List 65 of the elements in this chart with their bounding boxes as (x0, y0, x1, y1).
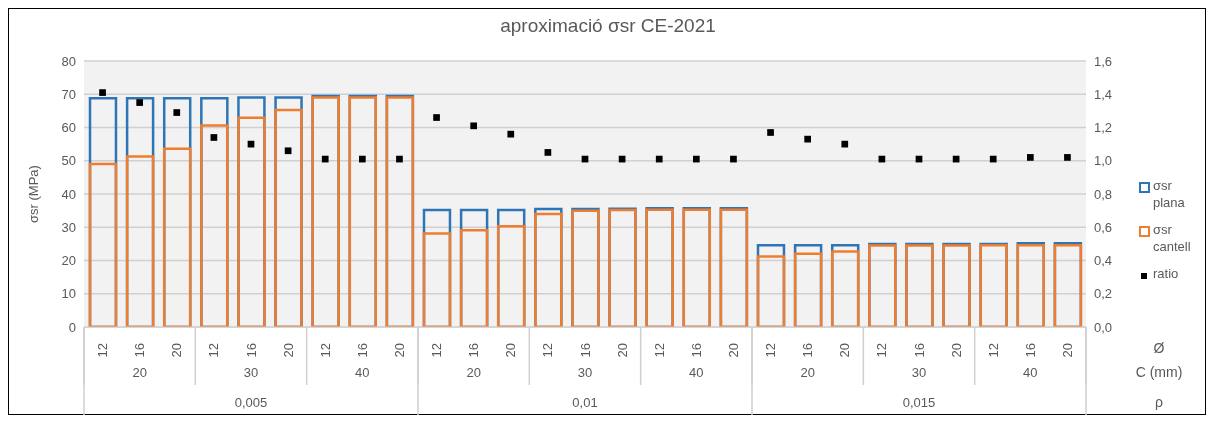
x-tick-label: 16 (577, 343, 593, 358)
text: 0,01 (572, 395, 598, 410)
y2-tick-label: 0,4 (1094, 253, 1113, 269)
y2-tick-label: 0,6 (1094, 219, 1113, 235)
text: 30 (577, 365, 593, 380)
x-tick-label: 20 (169, 343, 185, 358)
text: 30 (243, 365, 259, 380)
y-tick-label: 70 (61, 86, 76, 102)
x-tick-label: 12 (206, 343, 222, 358)
text: 40 (1023, 365, 1038, 380)
text: 0,005 (234, 395, 268, 410)
x-tick-label: 20 (391, 343, 407, 358)
x-tick-label: 12 (985, 343, 1001, 358)
y-tick-label: 30 (61, 219, 76, 235)
text: 40 (689, 365, 704, 380)
legend-label: σsr plana (1153, 177, 1186, 211)
y2-tick-label: 0,0 (1094, 319, 1113, 335)
y-tick-label: 60 (61, 120, 76, 136)
y-axis-title: σsr (MPa) (25, 165, 41, 223)
x-tick-label: 16 (354, 343, 370, 358)
x-tick-label: 12 (874, 343, 890, 358)
y2-tick-label: 1,6 (1094, 53, 1113, 69)
y2-tick-label: 1,4 (1094, 86, 1113, 102)
text: 20 (132, 365, 147, 380)
legend-label: σsr cantell (1153, 221, 1192, 255)
y-tick-label: 40 (61, 186, 76, 202)
x-tick-label: 16 (466, 343, 482, 358)
x-tick-label: 16 (688, 343, 704, 358)
x-tick-label: 20 (1059, 343, 1075, 358)
y-tick-label: 10 (61, 286, 76, 302)
text: 30 (911, 365, 927, 380)
text: 40 (355, 365, 370, 380)
x-tick-label: 12 (429, 343, 445, 358)
text: C (mm) (1135, 364, 1183, 380)
x-tick-label: 16 (243, 343, 259, 358)
x-tick-label: 16 (911, 343, 927, 358)
x-tick-label: 12 (763, 343, 779, 358)
x-tick-label: 20 (503, 343, 519, 358)
text: 0,015 (902, 395, 936, 410)
x-tick-label: 20 (725, 343, 741, 358)
y2-tick-label: 0,8 (1094, 186, 1113, 202)
x-tick-label: 12 (95, 343, 111, 358)
y-tick-label: 80 (61, 53, 76, 69)
chart-title: aproximació σsr CE-2021 (499, 15, 717, 37)
x-tick-label: 20 (837, 343, 853, 358)
x-tick-label: 20 (280, 343, 296, 358)
y-tick-label: 20 (61, 253, 76, 269)
y-tick-label: 50 (61, 153, 76, 169)
y2-tick-label: 0,2 (1094, 286, 1113, 302)
y2-tick-label: 1,0 (1094, 153, 1113, 169)
text: 20 (800, 365, 815, 380)
x-tick-label: 20 (948, 343, 964, 358)
legend-label: ratio (1153, 265, 1179, 282)
x-tick-label: 12 (317, 343, 333, 358)
text: ρ (1155, 394, 1164, 410)
text: Ø (1153, 340, 1165, 356)
x-tick-label: 16 (1022, 343, 1038, 358)
x-tick-label: 12 (651, 343, 667, 358)
y2-tick-label: 1,2 (1094, 120, 1113, 136)
x-tick-label: 16 (132, 343, 148, 358)
text: 20 (466, 365, 481, 380)
x-tick-label: 20 (614, 343, 630, 358)
y-tick-label: 0 (68, 319, 76, 335)
x-tick-label: 16 (800, 343, 816, 358)
x-tick-label: 12 (540, 343, 556, 358)
